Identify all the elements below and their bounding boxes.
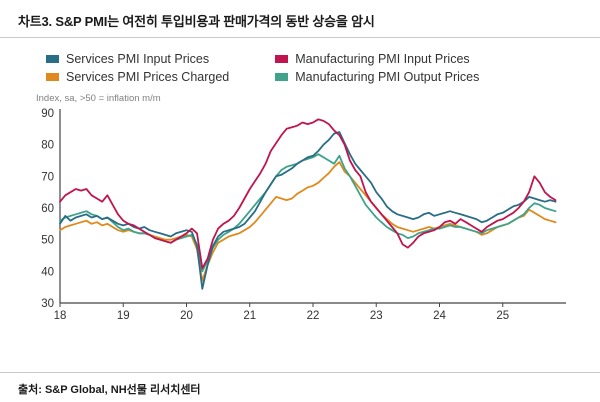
legend-marker-manufacturing-input-prices: [275, 55, 289, 63]
chart-legend: Services PMI Input Prices Manufacturing …: [46, 52, 580, 84]
svg-text:60: 60: [41, 203, 54, 215]
svg-text:21: 21: [243, 310, 256, 322]
legend-label: Services PMI Input Prices: [66, 52, 210, 66]
chart-card: Services PMI Input Prices Manufacturing …: [0, 38, 600, 368]
svg-text:90: 90: [41, 108, 54, 120]
svg-text:30: 30: [41, 298, 54, 310]
legend-label: Services PMI Prices Charged: [66, 70, 230, 84]
legend-marker-services-input-prices: [46, 55, 59, 63]
svg-text:22: 22: [307, 310, 320, 322]
svg-text:23: 23: [370, 310, 383, 322]
svg-text:40: 40: [41, 266, 54, 278]
svg-text:50: 50: [41, 235, 54, 247]
legend-item-manufacturing-input-prices: Manufacturing PMI Input Prices: [275, 52, 479, 66]
svg-text:70: 70: [41, 171, 54, 183]
svg-text:80: 80: [41, 140, 54, 152]
svg-text:25: 25: [496, 310, 509, 322]
svg-text:18: 18: [54, 310, 67, 322]
svg-text:24: 24: [433, 310, 446, 322]
svg-text:20: 20: [180, 310, 193, 322]
source-note: 출처: S&P Global, NH선물 리서치센터: [0, 372, 600, 397]
chart-title: 차트3. S&P PMI는 여전히 투입비용과 판매가격의 동반 상승을 암시: [0, 0, 600, 38]
legend-item-services-input-prices: Services PMI Input Prices: [46, 52, 229, 66]
axis-note: Index, sa, >50 = inflation m/m: [36, 93, 161, 104]
legend-marker-manufacturing-output-prices: [275, 73, 289, 81]
legend-item-services-prices-charged: Services PMI Prices Charged: [46, 70, 229, 84]
legend-label: Manufacturing PMI Output Prices: [295, 70, 480, 84]
legend-marker-services-prices-charged: [46, 73, 59, 81]
legend-item-manufacturing-output-prices: Manufacturing PMI Output Prices: [275, 70, 479, 84]
pmi-line-chart: 30 40 50 60 70 80 90 18 19 20 21 22 23 24 25: [41, 108, 566, 322]
svg-text:19: 19: [117, 310, 130, 322]
legend-label: Manufacturing PMI Input Prices: [295, 52, 470, 66]
